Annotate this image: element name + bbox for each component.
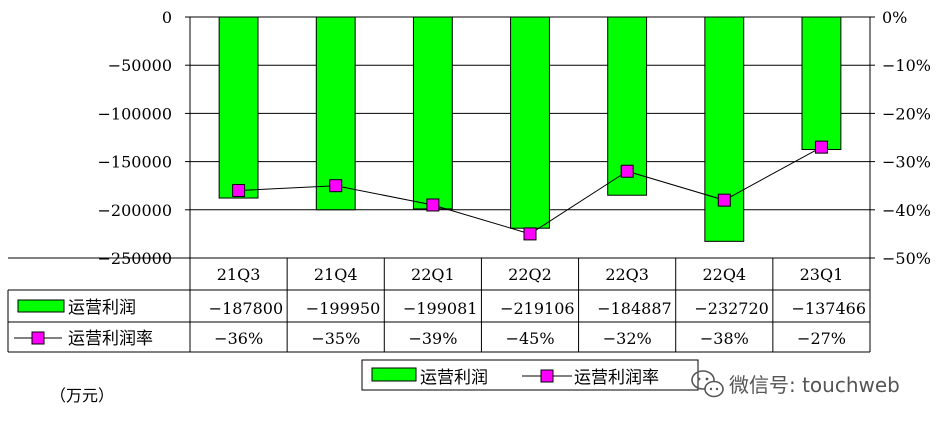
table-cell-value: −232720 [694,299,768,318]
left-tick-label: −100000 [98,104,172,123]
table-cell-value: −187800 [209,299,283,318]
table-cell-value: −45% [506,329,555,348]
bar-21Q4 [315,16,356,211]
category-label: 21Q4 [314,265,358,284]
legend-line-marker [540,369,554,383]
category-label: 21Q3 [217,265,261,284]
right-axis: 0% −10% −20% −30% −40% −50% [870,8,931,268]
wechat-icon [691,370,724,398]
left-tick-label: −200000 [98,201,172,220]
right-tick-label: 0% [882,8,907,27]
data-table: 21Q3 21Q4 22Q1 22Q2 22Q3 22Q4 23Q1 运营利润 −187800 −… [7,257,871,353]
category-label: 22Q1 [411,265,455,284]
bar-22Q1 [412,16,453,210]
watermark-text: 微信号: touchweb [729,373,900,397]
table-cell-value: −199950 [306,299,380,318]
legend-bar-swatch [371,367,417,382]
bar-21Q3 [218,16,259,199]
line-marker-22Q4 [717,193,731,207]
category-label: 23Q1 [800,265,844,284]
table-bar-key [17,299,65,313]
table-cell-value: −39% [408,329,457,348]
line-series [232,140,828,241]
legend-label: 运营利润 [420,368,488,388]
table-line-key-marker [31,331,45,345]
category-label: 22Q3 [605,265,649,284]
bar-series [218,16,842,242]
plot-frame [189,17,871,258]
right-tick-label: −10% [882,56,931,75]
right-tick-label: −50% [882,249,931,268]
left-tick-label: −150000 [98,153,172,172]
table-row-label: 运营利润率 [68,329,153,349]
left-tick-label: −50000 [108,56,172,75]
left-axis: 0−50000−100000−150000−200000−250000 [98,8,190,268]
legend: 运营利润 运营利润率 [361,359,699,391]
line-marker-22Q3 [620,164,634,178]
line-marker-22Q1 [426,198,440,212]
bar-23Q1 [801,16,842,151]
line-marker-21Q3 [232,184,246,198]
line-marker-22Q2 [523,227,537,241]
right-tick-label: −20% [882,104,931,123]
legend-box [361,359,699,391]
watermark: 微信号: touchweb [691,370,900,398]
bar-22Q2 [510,16,550,229]
legend-label: 运营利润率 [574,368,659,388]
category-label: 22Q2 [508,265,552,284]
table-cell-value: −199081 [403,299,477,318]
left-tick-label: 0 [162,8,172,27]
table-cell-value: −219106 [500,299,574,318]
table-cell-value: −27% [797,329,846,348]
right-tick-label: −40% [882,201,931,220]
line-marker-23Q1 [814,140,828,154]
right-tick-label: −30% [882,153,931,172]
table-cell-value: −184887 [597,299,671,318]
bar-22Q4 [704,16,745,242]
table-cell-value: −137466 [792,299,866,318]
line-marker-21Q4 [329,179,343,193]
table-cell-value: −32% [603,329,652,348]
table-row-label: 运营利润 [68,298,136,318]
unit-label: （万元） [50,386,114,405]
table-cell-value: −38% [700,329,749,348]
category-label: 22Q4 [702,265,746,284]
table-cell-value: −36% [214,329,263,348]
table-cell-value: −35% [311,329,360,348]
